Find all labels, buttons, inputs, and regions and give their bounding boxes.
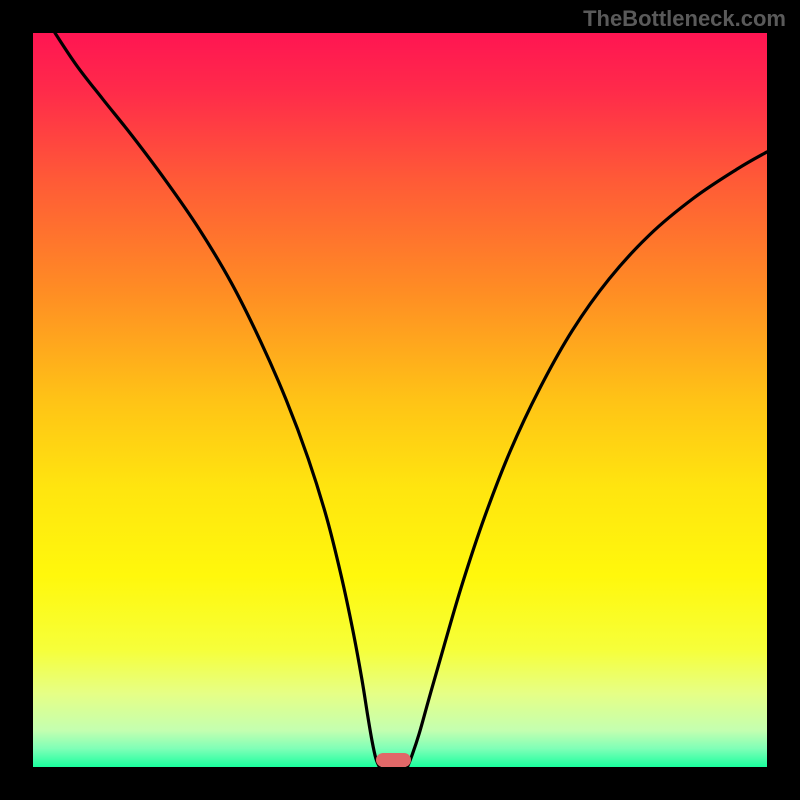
plot-area: [33, 33, 767, 767]
watermark-text: TheBottleneck.com: [583, 6, 786, 32]
gradient-background: [33, 33, 767, 767]
minimum-marker: [376, 753, 411, 767]
chart-container: TheBottleneck.com: [0, 0, 800, 800]
